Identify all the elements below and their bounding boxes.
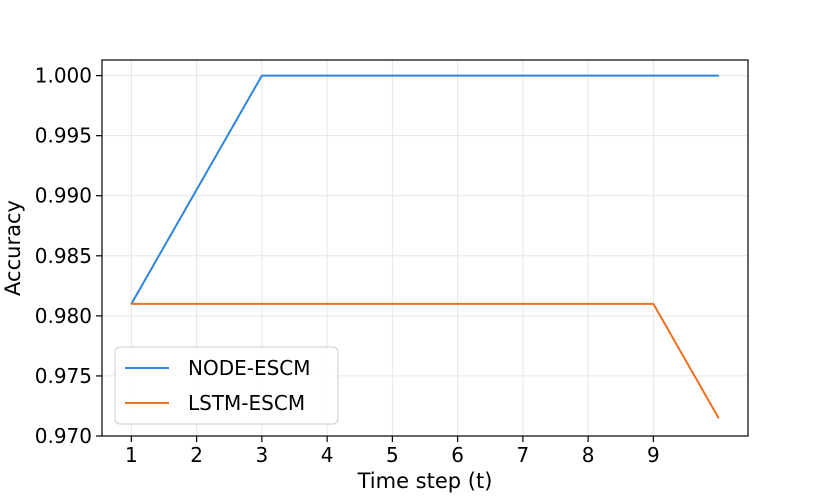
y-tick-label: 0.995 [35, 124, 92, 148]
plot-frame [101, 59, 749, 437]
series-lines [130, 74, 720, 419]
y-tick-label: 0.975 [35, 364, 92, 388]
x-tick-label: 3 [256, 443, 269, 467]
x-tick-label: 2 [190, 443, 203, 467]
y-tick-label: 1.000 [35, 64, 92, 88]
x-axis-label: Time step (t) [357, 469, 493, 493]
data-point [457, 303, 459, 305]
legend: NODE-ESCM LSTM-ESCM [114, 346, 339, 425]
series-line-node-escm [130, 74, 719, 305]
x-tick-label: 5 [386, 443, 399, 467]
x-tick-label: 9 [647, 443, 660, 467]
data-point [522, 303, 524, 305]
x-tick-label: 4 [321, 443, 334, 467]
y-tick-label: 0.990 [35, 184, 92, 208]
data-point [391, 303, 393, 305]
data-point [587, 75, 589, 77]
x-tick-label: 6 [451, 443, 464, 467]
y-axis: 0.970 0.975 0.980 0.985 0.990 0.995 1.000 [35, 64, 102, 448]
data-point [457, 75, 459, 77]
x-axis: 1 2 3 4 5 6 7 8 9 [125, 436, 660, 467]
data-point [652, 75, 654, 77]
x-tick-label: 7 [517, 443, 530, 467]
data-point [261, 303, 263, 305]
y-tick-label: 0.970 [35, 424, 92, 448]
legend-label: LSTM-ESCM [188, 391, 305, 415]
y-tick-label: 0.985 [35, 244, 92, 268]
data-point [326, 75, 328, 77]
data-point [652, 303, 654, 305]
y-tick-label: 0.980 [35, 304, 92, 328]
legend-label: NODE-ESCM [188, 356, 311, 380]
x-tick-label: 8 [582, 443, 595, 467]
data-point [326, 303, 328, 305]
data-point [522, 75, 524, 77]
data-point [718, 75, 720, 77]
data-point [130, 303, 132, 305]
x-tick-label: 1 [125, 443, 138, 467]
legend-box [114, 346, 339, 425]
y-axis-label: Accuracy [1, 200, 25, 296]
data-point [196, 303, 198, 305]
data-point [196, 189, 198, 191]
data-point [718, 417, 720, 419]
data-point [261, 75, 263, 77]
series-line-lstm-escm [131, 302, 720, 419]
data-point [391, 75, 393, 77]
data-point [587, 303, 589, 305]
